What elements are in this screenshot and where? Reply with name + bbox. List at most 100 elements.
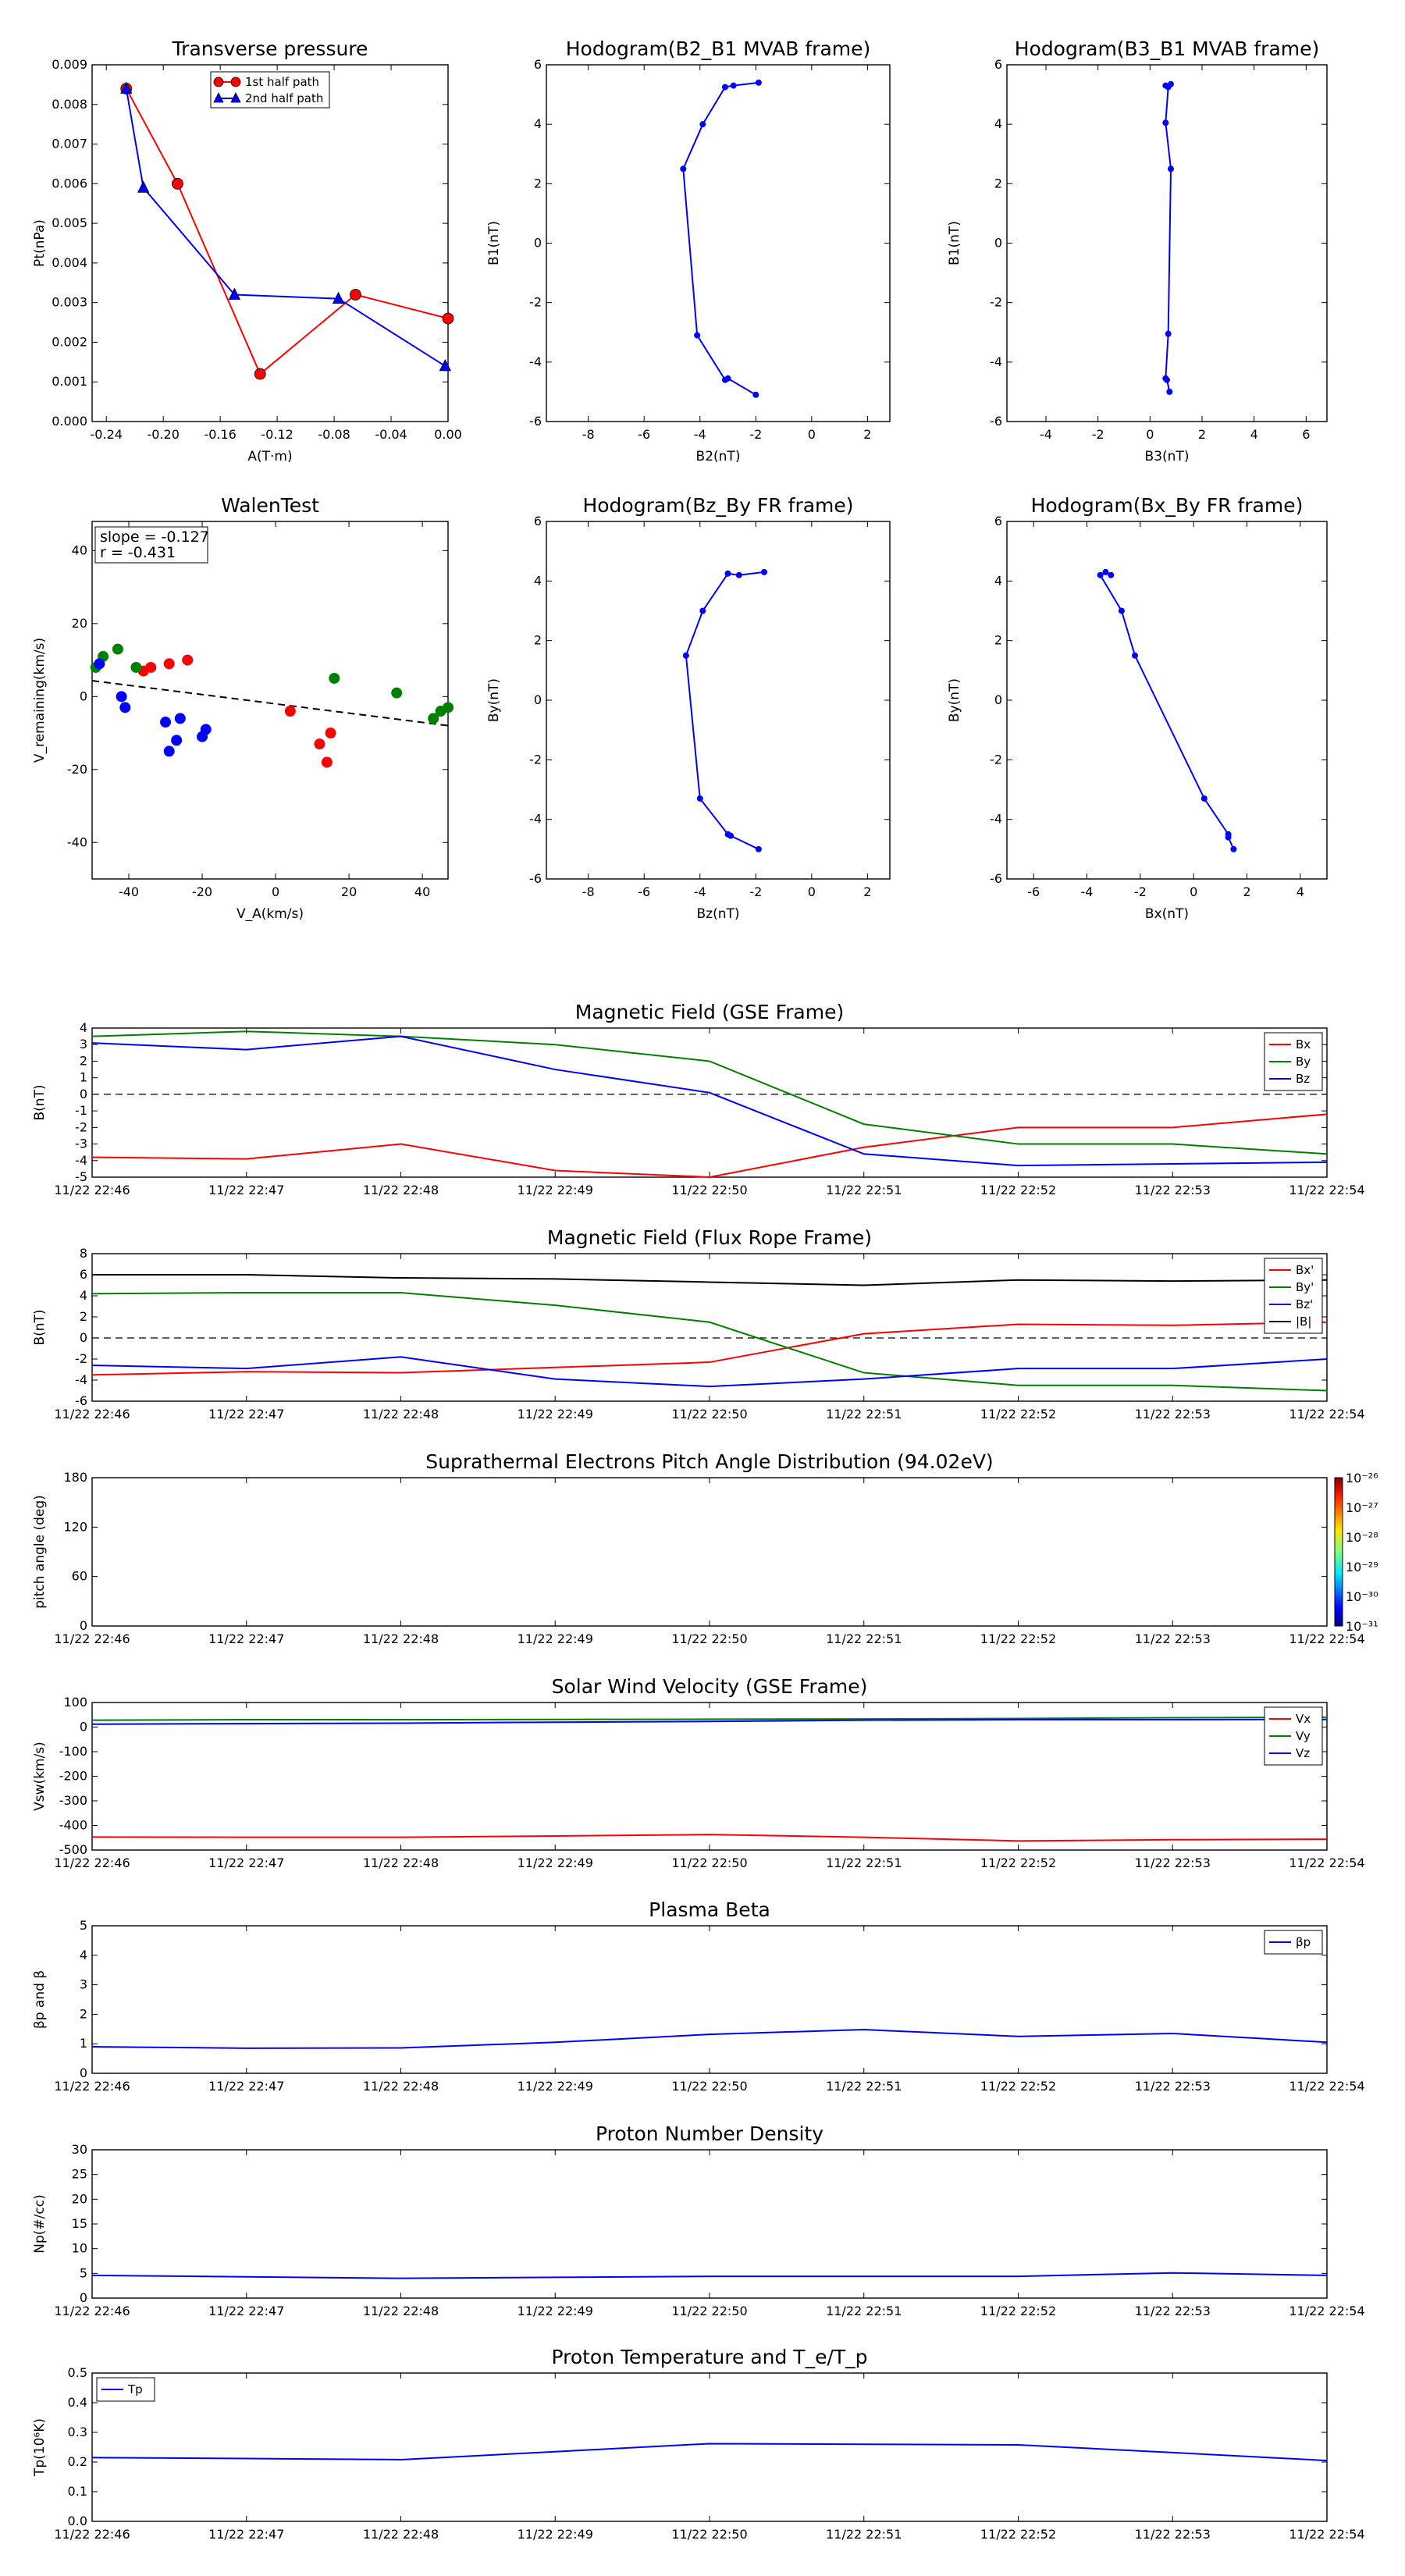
x-tick-label: 11/22 22:46 [54,2304,130,2318]
y-tick-label: 0.4 [68,2395,87,2410]
x-tick-label: 11/22 22:46 [54,1631,130,1646]
x-tick-label: 11/22 22:52 [980,2304,1056,2318]
data-point [694,332,701,339]
y-tick-label: 0 [80,1087,87,1101]
timeseries-pad: Suprathermal Electrons Pitch Angle Distr… [32,1450,1378,1646]
y-tick-label: 20 [72,2191,87,2206]
data-point [1162,119,1169,126]
colorbar-label: 10⁻³¹ [1346,1619,1378,1634]
data-point [724,570,731,577]
x-tick-label: -4 [694,884,706,899]
data-point [163,658,175,670]
data-point [1102,568,1109,575]
y-tick-label: -20 [67,762,87,777]
x-tick-label: 11/22 22:51 [826,2527,902,2542]
x-tick-label: 11/22 22:49 [518,1631,593,1646]
data-point [761,568,768,575]
x-tick-label: 11/22 22:47 [208,1183,284,1197]
y-axis-label: B1(nT) [947,221,962,265]
y-tick-label: -6 [529,871,542,886]
x-tick-label: 11/22 22:53 [1135,2079,1211,2094]
data-point [130,661,142,673]
data-point [329,672,340,684]
plot-frame [91,1253,1328,1402]
x-axis-label: B2(nT) [696,449,741,464]
y-axis-label: B(nT) [32,1309,48,1345]
y-tick-label: 40 [72,543,87,557]
y-axis-label: pitch angle (deg) [32,1495,48,1609]
timeseries-mf: Magnetic Field (Flux Rope Frame) 11/22 22… [32,1226,1365,1421]
y-tick-label: 0.0 [68,2514,87,2528]
y-tick-label: 6 [994,57,1002,72]
data-point [699,121,706,128]
series-line [91,1321,1328,1376]
y-axis-label: Vsw(km/s) [32,1742,48,1811]
y-tick-label: -400 [59,1818,87,1833]
chart-title: Proton Number Density [596,2122,823,2145]
x-tick-label: 11/22 22:50 [671,1631,747,1646]
y-tick-label: -40 [67,834,87,849]
data-point [254,368,266,380]
y-axis-label: B1(nT) [486,221,502,265]
hodogram-h3: Hodogram(Bz_By FR frame) -8 -6 -4 -2 0 2 Bz(nT)… [486,494,891,922]
x-tick-label: -0.08 [318,427,350,442]
y-tick-label: -500 [59,1842,87,1857]
x-tick-label: 11/22 22:53 [1135,2527,1211,2542]
y-tick-label: 4 [994,116,1002,131]
y-tick-label: 0 [994,692,1002,707]
colorbar-label: 10⁻³⁰ [1346,1589,1378,1604]
series-line [91,1716,1328,1721]
x-tick-label: 11/22 22:51 [826,1856,902,1870]
x-tick-label: 11/22 22:47 [208,1856,284,1870]
x-tick-label: 11/22 22:48 [363,1631,439,1646]
stats-box [94,526,208,564]
legend-label: Vx [1296,1712,1311,1726]
data-point [735,571,742,578]
y-tick-label: 4 [80,1288,87,1303]
x-tick-label: 11/22 22:49 [518,1407,593,1421]
plot-frame [91,1925,1328,2074]
x-tick-label: 11/22 22:47 [208,1407,284,1421]
data-point [119,702,131,713]
data-point [120,81,133,94]
chart-title: WalenTest [221,494,319,517]
x-tick-label: 11/22 22:53 [1135,1856,1211,1870]
data-point [137,180,150,193]
y-tick-label: -6 [990,414,1002,429]
x-tick-label: 11/22 22:53 [1135,1631,1211,1646]
data-point [350,289,361,301]
x-tick-label: -6 [1027,884,1040,899]
plot-frame [91,521,449,880]
data-point [145,661,157,673]
y-tick-label: -1 [75,1103,87,1118]
y-tick-label: 0.000 [52,414,87,429]
y-tick-label: 100 [63,1695,87,1710]
stats-text: slope = -0.127 [100,528,209,546]
data-point [112,643,123,655]
chart-title: Plasma Beta [649,1898,770,1921]
data-point [116,691,127,703]
y-axis-label: V_remaining(km/s) [32,638,48,763]
y-tick-label: -2 [990,295,1002,310]
y-tick-label: 20 [72,616,87,631]
data-point [680,165,687,173]
x-tick-label: -2 [1134,884,1147,899]
y-tick-label: -4 [529,354,542,369]
y-tick-label: 6 [80,1267,87,1282]
y-tick-label: 1 [80,2036,87,2051]
x-tick-label: 11/22 22:48 [363,1856,439,1870]
data-point [171,735,183,746]
x-tick-label: 11/22 22:47 [208,2304,284,2318]
chart-title: Hodogram(Bz_By FR frame) [582,494,853,517]
timeseries-pb: Plasma Beta 11/22 22:46 11/22 22:47 11/22 2… [32,1898,1365,2094]
x-tick-label: 6 [1302,427,1310,442]
timeseries-pd: Proton Number Density 11/22 22:46 11/22 22… [32,2122,1365,2318]
data-point [174,713,186,724]
x-tick-label: 11/22 22:50 [671,1407,747,1421]
y-tick-label: 30 [72,2142,87,2157]
x-tick-label: 11/22 22:52 [980,1407,1056,1421]
data-point [213,76,224,87]
y-tick-label: 6 [534,57,542,72]
y-tick-label: 0.008 [52,97,87,112]
series-line [91,1356,1328,1388]
